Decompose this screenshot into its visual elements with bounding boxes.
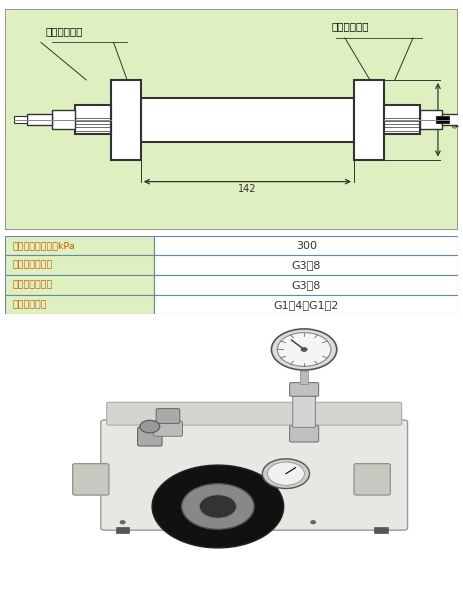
Bar	[116, 527, 130, 533]
Bar	[75, 106, 111, 134]
Bar	[383, 106, 420, 134]
Circle shape	[140, 420, 160, 433]
Circle shape	[311, 521, 315, 524]
Text: φ99: φ99	[450, 112, 460, 128]
FancyBboxPatch shape	[138, 427, 162, 446]
Bar	[375, 527, 388, 533]
Circle shape	[271, 329, 337, 370]
Bar	[154, 255, 458, 275]
FancyBboxPatch shape	[153, 421, 182, 437]
Text: 300: 300	[296, 241, 317, 251]
FancyBboxPatch shape	[293, 394, 315, 427]
Circle shape	[301, 348, 307, 351]
Bar	[354, 80, 383, 160]
Bar	[154, 295, 458, 314]
Bar	[443, 114, 463, 125]
Bar	[154, 236, 458, 255]
Circle shape	[268, 462, 304, 485]
Text: 上部接手めねじ: 上部接手めねじ	[13, 261, 53, 270]
Bar	[420, 111, 443, 129]
Bar	[5, 236, 154, 255]
Text: 下部接手おねじ: 下部接手おねじ	[13, 281, 53, 289]
Bar	[111, 80, 141, 160]
Bar	[52, 111, 75, 129]
Text: 付属接手ねじ: 付属接手ねじ	[13, 300, 47, 309]
Circle shape	[152, 465, 284, 548]
Bar	[154, 275, 458, 295]
Bar	[300, 371, 308, 384]
Bar	[14, 117, 27, 123]
Text: 下部接手ねじ: 下部接手ねじ	[332, 21, 369, 31]
Bar	[5, 275, 154, 295]
Text: G1／4・G1／2: G1／4・G1／2	[274, 300, 339, 309]
Circle shape	[120, 521, 125, 524]
Bar	[436, 117, 449, 123]
Circle shape	[181, 484, 254, 529]
FancyBboxPatch shape	[101, 420, 407, 530]
Text: 最大圧力　　　　kPa: 最大圧力 kPa	[13, 241, 75, 250]
Circle shape	[277, 333, 331, 367]
FancyBboxPatch shape	[73, 464, 109, 495]
Bar	[141, 98, 354, 142]
Circle shape	[200, 495, 236, 518]
Circle shape	[263, 459, 310, 489]
FancyBboxPatch shape	[289, 383, 319, 396]
Bar	[5, 295, 154, 314]
FancyBboxPatch shape	[289, 426, 319, 442]
Text: G3／8: G3／8	[292, 280, 321, 290]
Bar	[27, 114, 52, 125]
Bar	[5, 255, 154, 275]
FancyBboxPatch shape	[107, 402, 402, 425]
Text: 上部接手ねじ: 上部接手ねじ	[45, 26, 83, 36]
FancyBboxPatch shape	[156, 408, 180, 424]
Text: G3／8: G3／8	[292, 260, 321, 270]
Text: 142: 142	[238, 184, 257, 195]
FancyBboxPatch shape	[354, 464, 390, 495]
